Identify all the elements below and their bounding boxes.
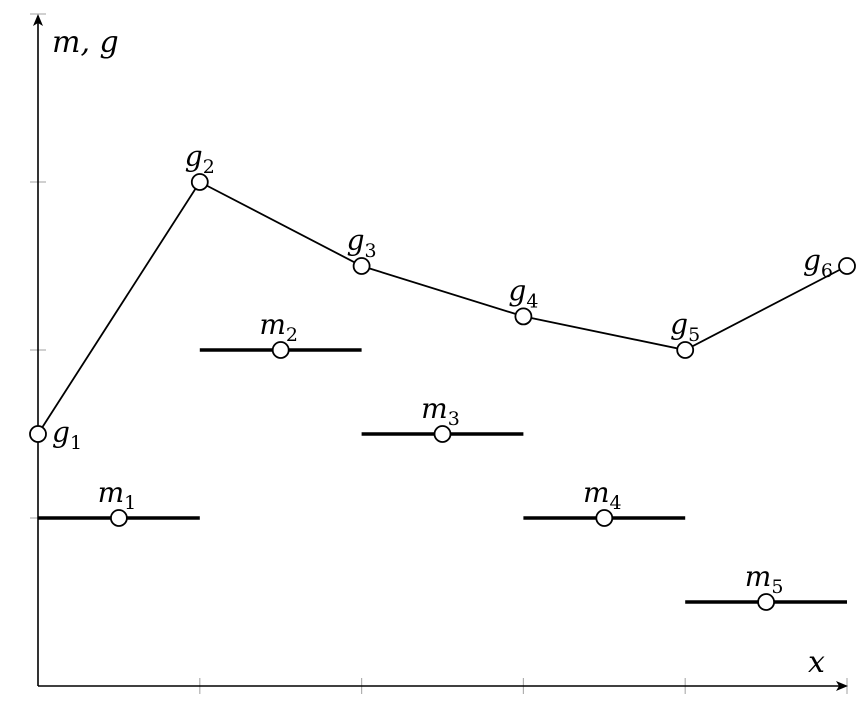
- g4-node: [514, 307, 533, 326]
- g5-label: g5: [670, 308, 700, 346]
- m2-node: [271, 341, 290, 359]
- g3-label: g3: [347, 224, 377, 262]
- g-polyline: g1 g2 g3 g4 g5 g6: [29, 140, 856, 454]
- g6-label: g6: [803, 244, 833, 282]
- m4-node: [595, 509, 614, 527]
- y-axis-label: m, g: [52, 25, 119, 60]
- x-axis-label: x: [808, 645, 825, 680]
- m1-label: m1: [98, 476, 137, 514]
- m3-label: m3: [421, 392, 460, 430]
- tick-layer: [30, 13, 848, 694]
- g-curve: [37, 180, 848, 435]
- m1-node: [110, 509, 128, 527]
- axes: m, g x: [33, 14, 848, 691]
- g5-node: [676, 341, 695, 359]
- m5-label: m5: [745, 560, 784, 598]
- g1-node: [29, 425, 47, 443]
- y-axis-arrowhead: [33, 14, 43, 26]
- m-segments: m1 m2 m3 m4 m5: [38, 308, 847, 611]
- m4-label: m4: [583, 476, 622, 514]
- g6-node: [838, 257, 856, 275]
- g4-label: g4: [508, 274, 538, 312]
- m2-label: m2: [259, 308, 298, 346]
- g2-node: [190, 173, 209, 191]
- x-axis-arrowhead: [836, 681, 848, 691]
- m3-node: [433, 425, 452, 443]
- m5-node: [757, 593, 775, 611]
- g3-node: [352, 257, 371, 275]
- g2-label: g2: [185, 140, 215, 178]
- g1-label: g1: [52, 416, 82, 454]
